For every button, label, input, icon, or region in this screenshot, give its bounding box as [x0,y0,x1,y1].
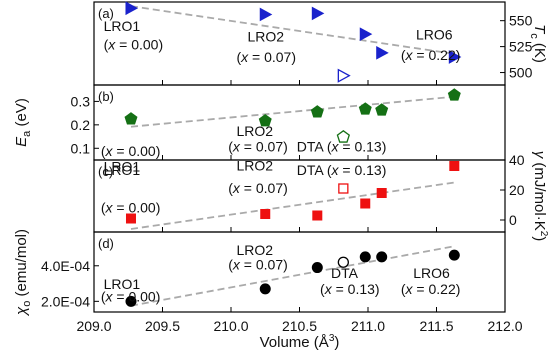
panel-3-point [125,213,136,224]
panel-3-point [449,161,460,171]
panel-2-trend-line [130,95,455,128]
panel-1-point [359,27,373,42]
panel-1-annotation: LRO1 [104,18,141,34]
panel-4-ytick-label: 4.0E-04 [41,258,90,274]
panel-2-annotation: LRO2 [236,123,273,139]
panel-3-point-open [338,183,349,194]
panel-1-tag: (a) [98,6,114,21]
panel-1-ylabel: Tc (K) [528,24,548,63]
panel-4-ytick-label: 2.0E-04 [41,293,90,309]
panel-4-point [448,249,460,261]
panel-3-ytick-label: 40 [509,152,525,168]
panel-3-annotation: DTA (x = 0.13) [297,162,387,178]
panel-3-trend-line [130,181,455,230]
panel-2-annotation: (x = 0.07) [228,138,288,154]
panel-1-ytick-label: 550 [509,13,533,29]
panel-1-point-open [337,68,351,83]
panel-2-tag: (b) [98,89,114,104]
panel-4-point [376,251,388,263]
panel-1-ytick-label: 525 [509,39,533,55]
panel-1-point [376,45,389,60]
x-tick-label: 211.5 [420,318,454,334]
panel-1-annotation: LRO6 [416,26,453,42]
panel-2-ytick-label: 0.2 [71,117,91,133]
panel-3-point [360,198,371,209]
panel-4-annotation: (x = 0.13) [320,281,380,297]
panel-1-point [448,50,462,64]
panel-3-ylabel: γ (mJ/mol·K2) [531,151,549,242]
panel-4-point [259,283,271,295]
panel-3-point [312,210,323,221]
panel-2-point [258,114,272,127]
panel-4-annotation: LRO6 [413,265,450,281]
panel-2-point [358,102,372,115]
panel-4-point-open [337,256,349,268]
panel-2-annotation: LRO1 [104,159,141,175]
panel-1-point [259,7,273,22]
panel-3-annotation: LRO2 [236,158,273,174]
panel-2-ytick-label: 0.3 [71,93,91,109]
panel-1-annotation: (x = 0.00) [104,37,164,53]
panel-3-point [260,209,271,219]
panel-2-annotation: (x = 0.00) [101,143,161,159]
panel-2-ytick-label: 0.1 [71,140,91,156]
panel-4-annotation: (x = 0.07) [228,256,288,272]
panel-4-annotation: DTA [331,265,359,281]
panel-2-ylabel: Ea (eV) [13,98,33,147]
panel-4-point [125,295,137,307]
x-tick-label: 211.0 [351,318,385,334]
panel-1-point [125,1,139,16]
x-tick-label: 209.0 [76,318,111,334]
panel-4-point [311,262,323,274]
x-tick-label: 212.0 [487,318,522,334]
x-tick-label: 210.5 [282,318,317,334]
panel-1-annotation: LRO2 [247,28,284,44]
panel-2-point [124,112,138,125]
panel-3-annotation: (x = 0.07) [228,180,288,196]
panel-4-annotation: LRO1 [104,276,141,292]
panel-2-annotation: DTA (x = 0.13) [297,138,387,154]
panel-3-point [376,188,387,198]
panel-1-point [311,6,325,21]
panel-4-ylabel: χo (emu/mol) [13,229,33,317]
panel-1-annotation: (x = 0.22) [401,47,461,63]
panel-3-ytick-label: 20 [509,182,525,198]
panel-3-tag: (c) [98,164,113,179]
panel-4-annotation: LRO2 [236,242,273,258]
panel-4-point [359,251,371,263]
panel-1-annotation: (x = 0.07) [236,49,296,65]
panel-4-annotation: (x = 0.00) [101,288,161,304]
panel-2-point [310,105,324,118]
panel-3-annotation: LRO1 [104,162,141,178]
panel-1-ytick-label: 500 [509,65,533,81]
panel-3-ytick-label: 0 [509,212,517,228]
x-tick-label: 210.0 [213,318,248,334]
panel-4-annotation: (x = 0.22) [401,281,461,297]
panel-3-annotation: (x = 0.00) [101,200,161,216]
panel-2-point [447,88,461,101]
x-axis-label: Volume (Å3) [260,333,340,351]
panel-2-point [375,103,389,116]
x-tick-label: 209.5 [145,318,180,334]
panel-2-point-open [336,130,351,143]
panel-4-tag: (d) [98,236,114,251]
